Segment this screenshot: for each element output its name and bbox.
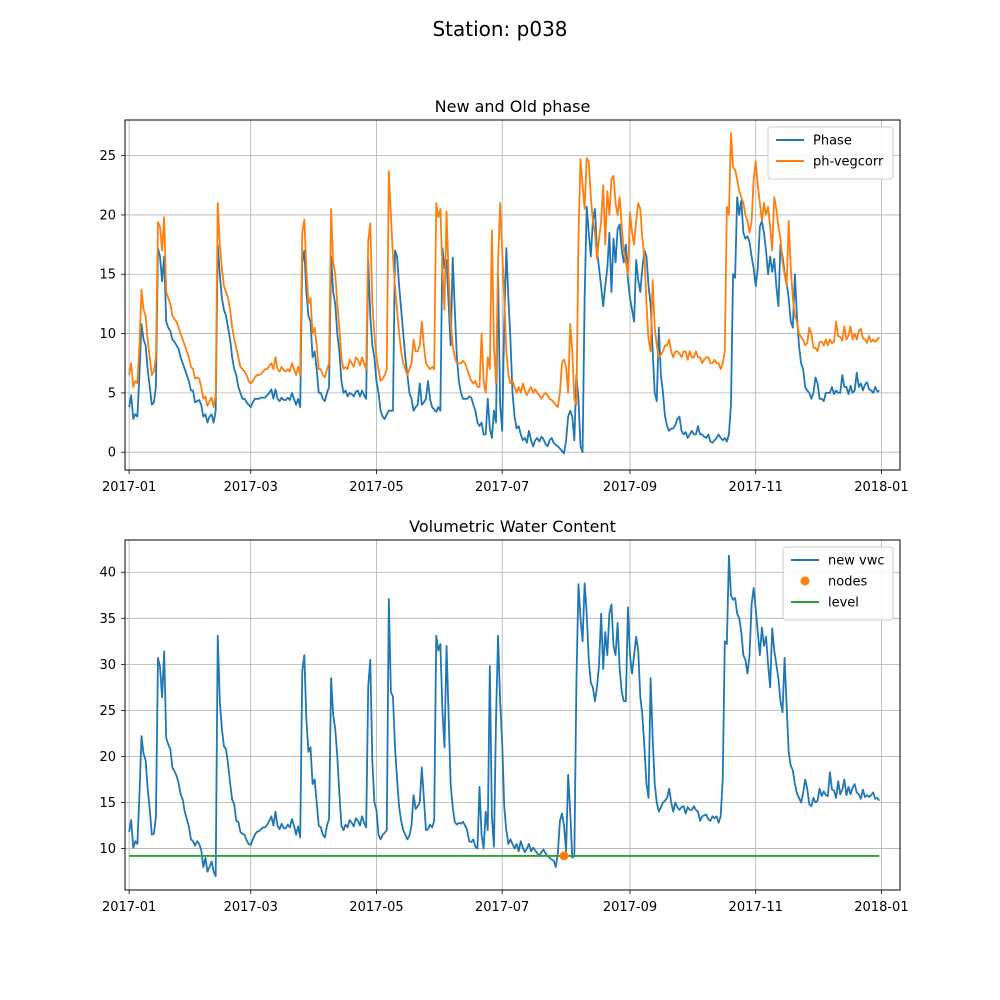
y-tick-label: 5: [108, 386, 116, 401]
y-tick-label: 15: [99, 268, 116, 283]
panel-phase-series: [128, 132, 881, 455]
series-phase-line: [128, 196, 880, 455]
legend-label-level: level: [828, 596, 859, 611]
y-tick-label: 25: [99, 149, 116, 164]
y-tick-label: 15: [99, 796, 116, 811]
x-tick-label: 2018-01: [854, 900, 908, 915]
panel-phase: New and Old phase 2017-01 2017-03 2017-05 2…: [99, 97, 908, 495]
panel-phase-frame: [124, 119, 901, 471]
legend-marker-nodes: [800, 576, 810, 586]
panel-vwc-frame: [124, 539, 901, 891]
panel-vwc-title: Volumetric Water Content: [409, 517, 616, 536]
x-tick-label: 2017-07: [475, 480, 529, 495]
y-tick-label: 40: [99, 566, 116, 581]
x-tick-label: 2017-07: [475, 900, 529, 915]
legend-label-phase: Phase: [813, 134, 852, 149]
y-tick-label: 25: [99, 704, 116, 719]
series-nodes-point: [559, 851, 569, 861]
x-tick-label: 2017-05: [349, 900, 403, 915]
x-tick-label: 2017-11: [729, 480, 783, 495]
panel-phase-title: New and Old phase: [435, 97, 591, 116]
panel-phase-ticks: 2017-01 2017-03 2017-05 2017-07 2017-09 2017-…: [99, 149, 908, 495]
legend-label-new-vwc: new vwc: [828, 554, 884, 569]
x-tick-label: 2017-11: [729, 900, 783, 915]
y-tick-label: 35: [99, 612, 116, 627]
series-ph-vegcorr-line: [128, 132, 881, 409]
x-tick-label: 2018-01: [854, 480, 908, 495]
panel-phase-legend: Phase ph-vegcorr: [767, 126, 894, 180]
series-new-vwc-line: [128, 554, 881, 878]
legend-label-ph-vegcorr: ph-vegcorr: [813, 155, 884, 170]
x-tick-label: 2017-01: [102, 480, 156, 495]
panel-vwc-grid: [125, 540, 900, 890]
x-tick-label: 2017-05: [349, 480, 403, 495]
y-tick-label: 20: [99, 208, 116, 223]
y-tick-label: 30: [99, 658, 116, 673]
panel-vwc-legend: new vwc nodes level: [782, 546, 894, 621]
x-tick-label: 2017-03: [224, 480, 278, 495]
y-tick-label: 10: [99, 842, 116, 857]
y-tick-label: 0: [108, 446, 116, 461]
figure-suptitle: Station: p038: [432, 17, 567, 41]
x-tick-label: 2017-09: [603, 900, 657, 915]
legend-label-nodes: nodes: [828, 575, 867, 590]
x-tick-label: 2017-01: [102, 900, 156, 915]
y-tick-label: 10: [99, 327, 116, 342]
x-tick-label: 2017-09: [603, 480, 657, 495]
panel-vwc-series: [128, 554, 881, 878]
panel-vwc-ticks: 2017-01 2017-03 2017-05 2017-07 2017-09 2017-…: [99, 566, 908, 915]
y-tick-label: 20: [99, 750, 116, 765]
panel-vwc: Volumetric Water Content 2017-01 2017-03 2…: [99, 517, 908, 915]
x-tick-label: 2017-03: [224, 900, 278, 915]
